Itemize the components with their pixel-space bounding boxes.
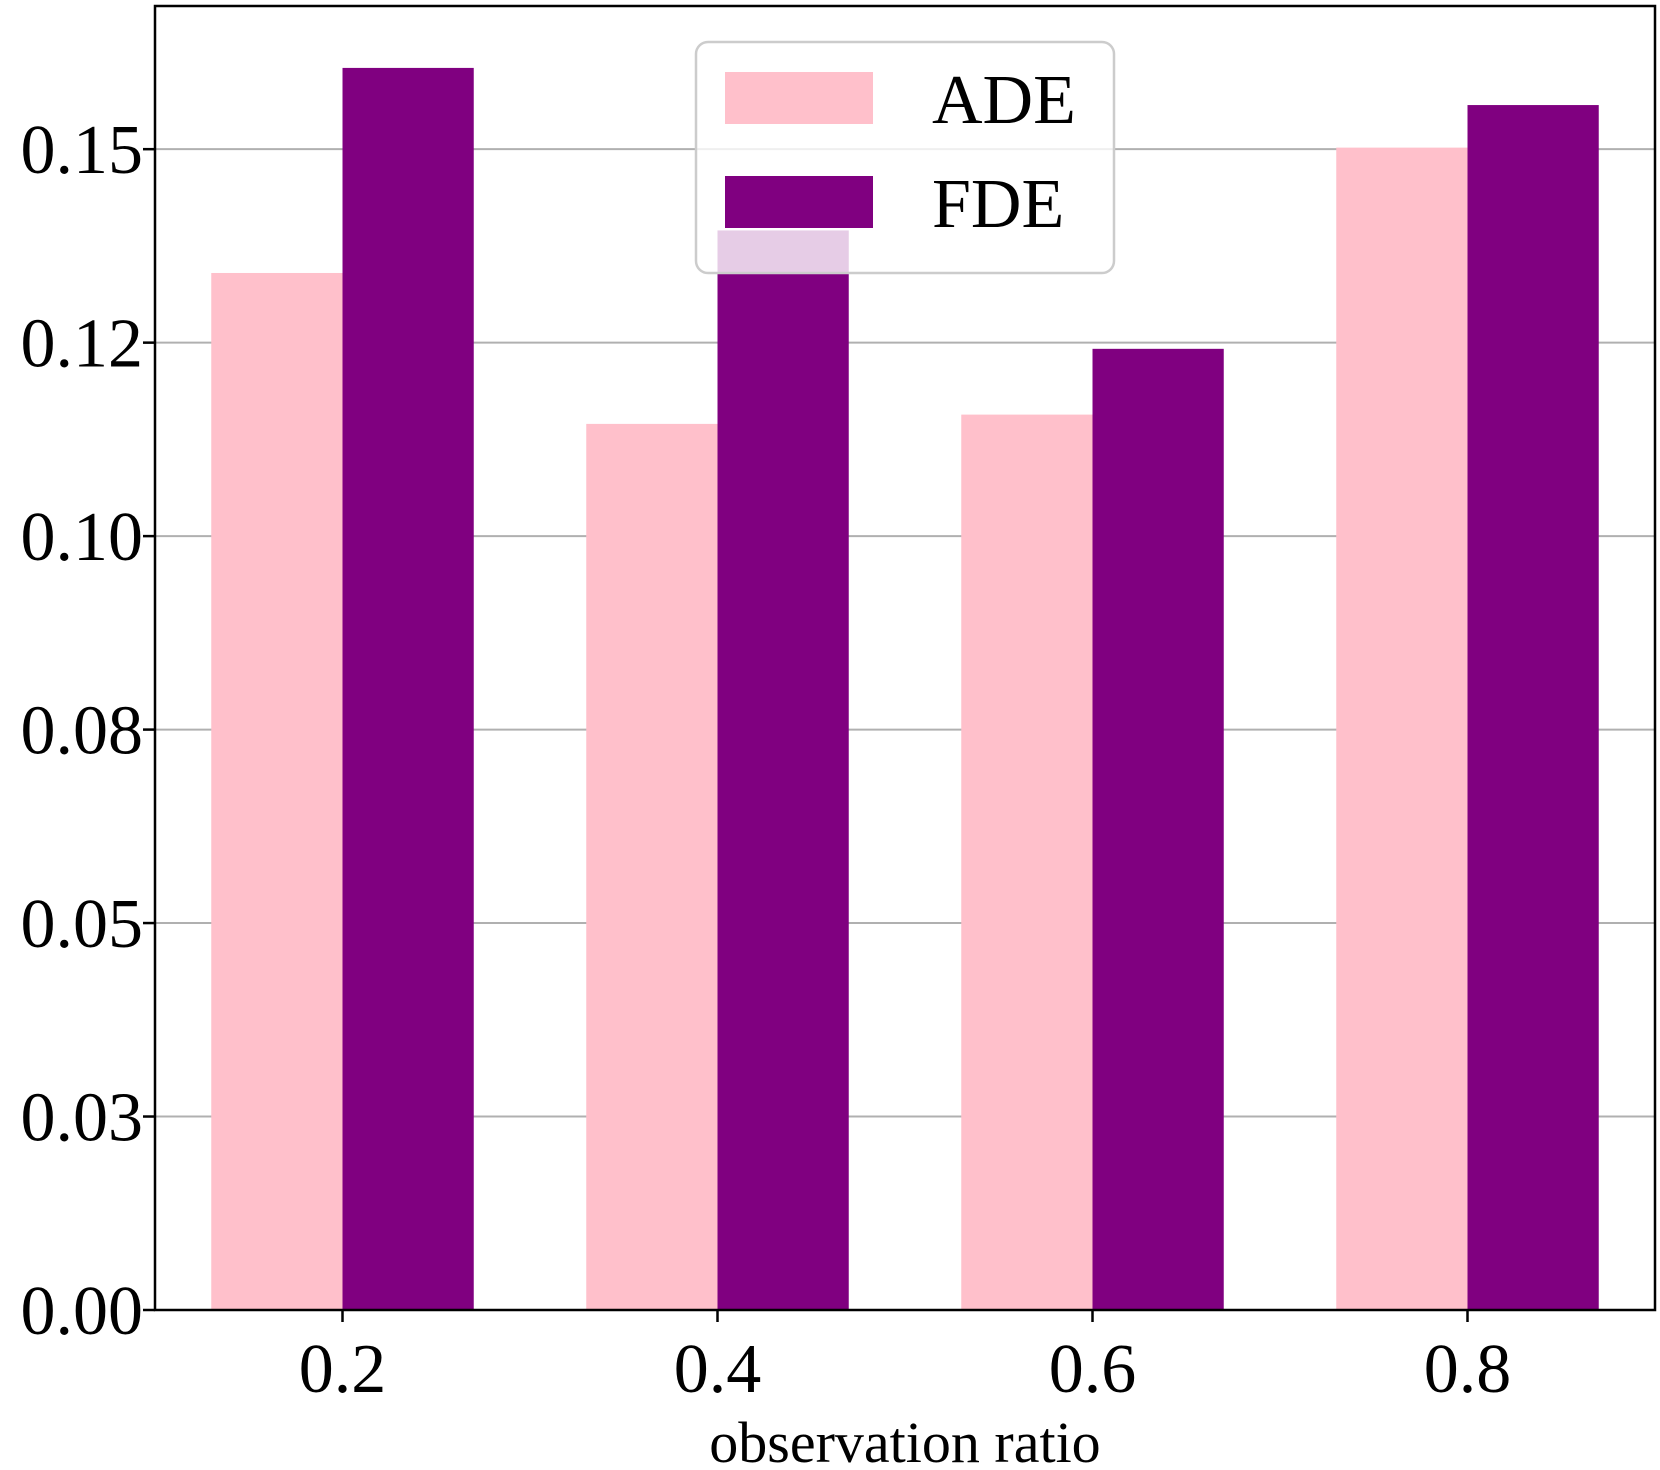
plot-frame (153, 4, 1657, 1312)
bar-fde-0.8 (1467, 105, 1599, 1310)
bar-ade-0.8 (1336, 147, 1468, 1311)
x-axis-label: observation ratio (709, 1410, 1100, 1470)
x-tick-label: 0.8 (1424, 1331, 1512, 1408)
y-tick-label: 0.05 (21, 886, 144, 963)
bar-fde-0.2 (342, 67, 474, 1310)
y-tick-label: 0.12 (21, 306, 144, 383)
y-axis-ticks: 0.00 0.03 0.05 0.08 0.10 0.12 0.15 (21, 112, 155, 1350)
y-tick-label: 0.03 (21, 1080, 144, 1157)
y-tick-label: 0.00 (21, 1273, 144, 1350)
x-axis-ticks: 0.2 0.4 0.6 0.8 (299, 1310, 1512, 1408)
legend-label-fde: FDE (932, 166, 1064, 243)
legend-swatch-ade (725, 72, 873, 124)
y-tick-label: 0.10 (21, 499, 144, 576)
bar-fde-0.6 (1092, 348, 1224, 1311)
y-tick-label: 0.15 (21, 112, 144, 189)
legend: ADE FDE (694, 40, 1116, 275)
bar-ade-0.6 (961, 414, 1093, 1311)
bar-fde-0.4 (717, 230, 849, 1311)
x-tick-label: 0.6 (1049, 1331, 1137, 1408)
x-tick-label: 0.2 (299, 1331, 387, 1408)
bar-ade-0.2 (211, 272, 343, 1310)
bars (211, 67, 1599, 1311)
y-tick-label: 0.08 (21, 693, 144, 770)
bar-ade-0.4 (586, 423, 718, 1310)
legend-swatch-fde (725, 176, 873, 228)
x-tick-label: 0.4 (674, 1331, 762, 1408)
legend-label-ade: ADE (932, 62, 1076, 139)
